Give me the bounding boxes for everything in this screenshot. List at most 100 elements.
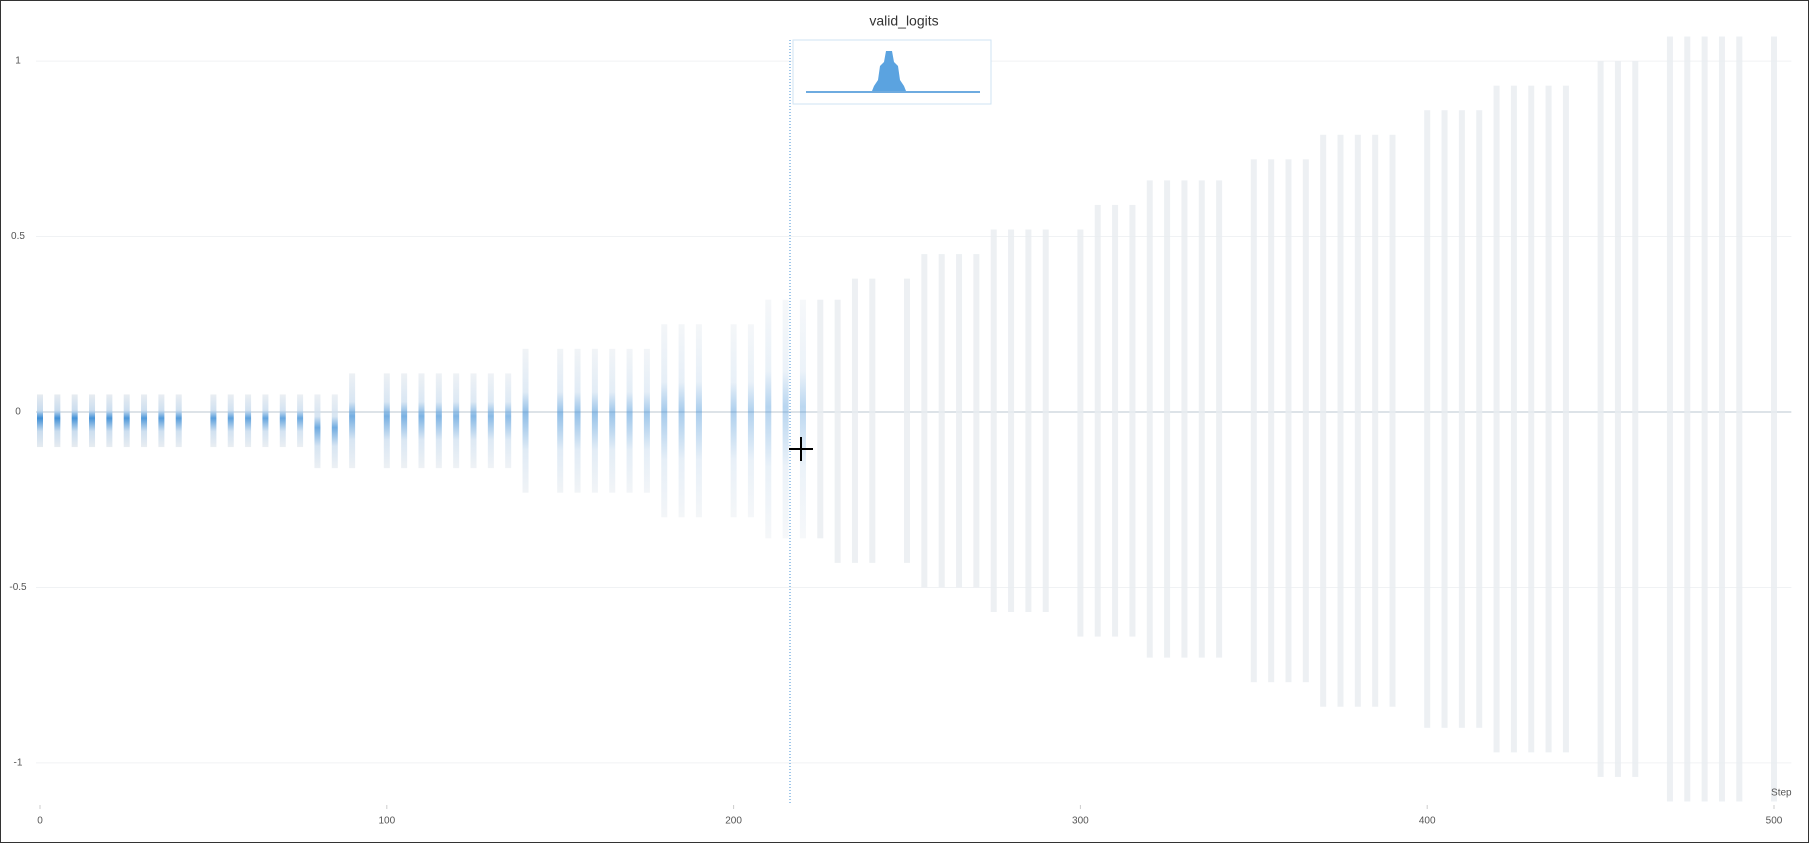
histogram-column (1597, 61, 1604, 777)
histogram-column (1181, 180, 1188, 658)
histogram-column (678, 324, 685, 518)
histogram-column (1337, 134, 1344, 707)
histogram-column (1320, 134, 1327, 707)
histogram-column (990, 229, 997, 613)
y-tick-label: 0 (15, 407, 21, 418)
histogram-column (71, 394, 78, 448)
x-tick-label: 100 (378, 816, 395, 827)
histogram-column (1025, 229, 1032, 613)
histogram-column (1372, 134, 1379, 707)
histogram-column (453, 373, 460, 469)
histogram-column (1354, 134, 1361, 707)
histogram-column (1493, 85, 1500, 753)
histogram-column (574, 348, 581, 493)
histogram-column (331, 394, 338, 469)
y-tick-label: -1 (14, 758, 23, 769)
histogram-column (1718, 36, 1725, 802)
histogram-column (1562, 85, 1569, 753)
histogram-column (1736, 36, 1743, 802)
histogram-column (401, 373, 408, 469)
histogram-column (1250, 159, 1257, 683)
histogram-column (470, 373, 477, 469)
histogram-column (973, 254, 980, 588)
columns (37, 36, 1777, 802)
histogram-column (851, 278, 858, 563)
histogram-column (349, 373, 356, 469)
histogram-column (1441, 110, 1448, 728)
histogram-column (1666, 36, 1673, 802)
cursor (789, 437, 813, 461)
histogram-column (123, 394, 130, 448)
x-tick-label: 300 (1072, 816, 1089, 827)
preview-histogram (866, 51, 912, 91)
histogram-column (1528, 85, 1535, 753)
histogram-column (1198, 180, 1205, 658)
histogram-column (1614, 61, 1621, 777)
histogram-column (782, 299, 789, 539)
histogram-column (591, 348, 598, 493)
histogram-column (297, 394, 304, 448)
histogram-column (210, 394, 217, 448)
histogram-column (522, 348, 529, 493)
histogram-column (956, 254, 963, 588)
histogram-column (747, 324, 754, 518)
histogram-column (1458, 110, 1465, 728)
histogram-column (661, 324, 668, 518)
histogram-column (1077, 229, 1084, 637)
histogram-column (487, 373, 494, 469)
histogram-column (1112, 204, 1119, 637)
histogram-column (106, 394, 113, 448)
histogram-column (1424, 110, 1431, 728)
histogram-column (158, 394, 165, 448)
histogram-column (869, 278, 876, 563)
histogram-column (54, 394, 61, 448)
histogram-column (262, 394, 269, 448)
y-tick-label: -0.5 (9, 582, 27, 593)
histogram-column (435, 373, 442, 469)
histogram-column (921, 254, 928, 588)
histogram-column (1042, 229, 1049, 613)
histogram-column (1510, 85, 1517, 753)
hover-preview (792, 39, 992, 105)
histogram-column (695, 324, 702, 518)
histogram-column (765, 299, 772, 539)
histogram-column (834, 299, 841, 563)
chart-title: valid_logits (869, 13, 938, 29)
histogram-column (1476, 110, 1483, 728)
histogram-column (1285, 159, 1292, 683)
histogram-column (1389, 134, 1396, 707)
x-axis-label: Step (1771, 788, 1792, 799)
x-tick-label: 500 (1766, 816, 1783, 827)
histogram-column (730, 324, 737, 518)
histogram-column (1684, 36, 1691, 802)
histogram-column (1545, 85, 1552, 753)
histogram-column (37, 394, 43, 448)
histogram-column (1632, 61, 1639, 777)
histogram-column (1164, 180, 1171, 658)
histogram-column (799, 299, 806, 539)
histogram-column (1302, 159, 1309, 683)
y-tick-label: 1 (15, 56, 21, 67)
histogram-column (245, 394, 252, 448)
histogram-column (141, 394, 148, 448)
histogram-column (643, 348, 650, 493)
histogram-column (817, 299, 824, 539)
histogram-column (505, 373, 512, 469)
histogram-column (1094, 204, 1101, 637)
histogram-column (1129, 204, 1136, 637)
histogram-column (1146, 180, 1153, 658)
x-tick-label: 200 (725, 816, 742, 827)
histogram-column (314, 394, 321, 469)
histogram-column (609, 348, 616, 493)
axes: -1 -0.5 0 0.5 1 0 100 200 300 400 500 Step (9, 56, 1792, 827)
histogram-column (904, 278, 910, 563)
histogram-column (175, 394, 182, 448)
histogram-column (227, 394, 234, 448)
histogram-column (938, 254, 945, 588)
histogram-column (89, 394, 96, 448)
histogram-column (383, 373, 390, 469)
histogram-column (557, 348, 564, 493)
histogram-column (1701, 36, 1708, 802)
histogram-column (279, 394, 286, 448)
